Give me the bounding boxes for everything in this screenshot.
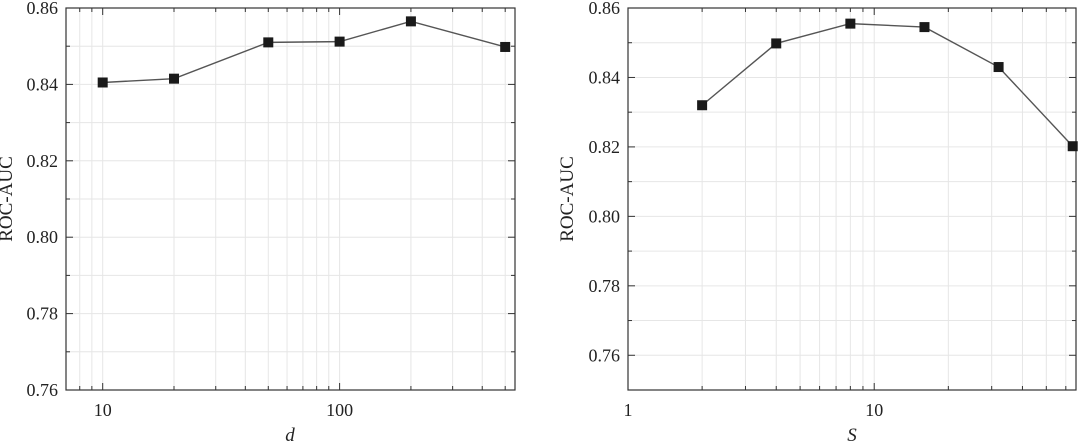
y-tick-label: 0.82 bbox=[589, 137, 621, 157]
data-point bbox=[169, 73, 180, 84]
chart-left: 0.76 0.78 0.80 0.82 0.84 0.86 10 100 d ROC-AUC bbox=[0, 0, 516, 443]
y-tick-label: 0.80 bbox=[27, 227, 59, 247]
data-point bbox=[919, 22, 930, 33]
x-tick-label: 10 bbox=[865, 400, 883, 420]
y-tick-label: 0.78 bbox=[27, 304, 59, 324]
y-tick-label: 0.80 bbox=[589, 206, 621, 226]
data-point bbox=[697, 100, 708, 111]
x-axis-label: d bbox=[285, 425, 295, 443]
x-tick-label: 10 bbox=[94, 400, 112, 420]
data-point bbox=[771, 38, 782, 49]
series-line bbox=[701, 22, 1074, 147]
data-point bbox=[845, 18, 856, 29]
plot-frame bbox=[627, 7, 1077, 391]
y-axis-label: ROC-AUC bbox=[557, 156, 578, 242]
data-point bbox=[500, 41, 511, 52]
data-point bbox=[405, 16, 416, 27]
data-point bbox=[993, 62, 1004, 73]
x-tick-label: 100 bbox=[326, 400, 353, 420]
y-axis-label: ROC-AUC bbox=[0, 156, 17, 242]
y-tick-label: 0.82 bbox=[27, 151, 59, 171]
plot-frame bbox=[65, 7, 516, 391]
y-tick-label: 0.86 bbox=[27, 0, 59, 18]
y-tick-label: 0.78 bbox=[589, 276, 621, 296]
data-point bbox=[97, 77, 108, 88]
data-point bbox=[334, 36, 345, 47]
y-tick-label: 0.84 bbox=[27, 74, 59, 94]
data-point bbox=[263, 37, 274, 48]
chart-right: 0.76 0.78 0.80 0.82 0.84 0.86 1 10 S ROC-AUC bbox=[557, 0, 1078, 443]
y-tick-label: 0.86 bbox=[589, 0, 621, 18]
data-point bbox=[1067, 141, 1078, 152]
y-tick-label: 0.84 bbox=[589, 67, 621, 87]
x-tick-label: 1 bbox=[624, 400, 633, 420]
y-tick-label: 0.76 bbox=[589, 345, 621, 365]
x-axis-label: S bbox=[847, 425, 857, 443]
series-line bbox=[102, 20, 506, 84]
y-tick-label: 0.76 bbox=[27, 380, 59, 400]
